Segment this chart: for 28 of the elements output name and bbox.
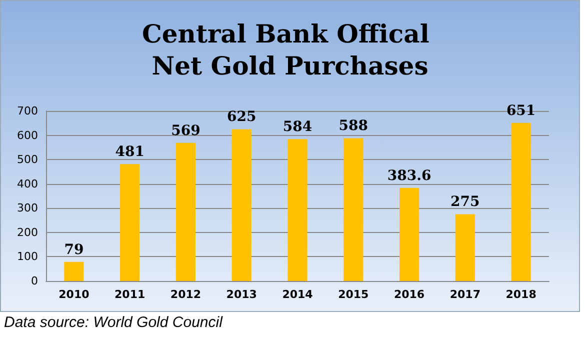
x-tick-label: 2015 bbox=[338, 288, 369, 301]
y-tick-label: 100 bbox=[17, 250, 38, 264]
data-label: 584 bbox=[282, 119, 312, 136]
y-tick-label: 700 bbox=[17, 104, 38, 118]
y-tick-label: 0 bbox=[31, 274, 38, 288]
data-label: 625 bbox=[226, 109, 256, 126]
x-tick-label: 2013 bbox=[226, 288, 257, 301]
x-tick-label: 2012 bbox=[170, 288, 202, 301]
data-label: 79 bbox=[64, 242, 84, 258]
x-tick-label: 2010 bbox=[58, 288, 90, 301]
data-label: 383.6 bbox=[387, 168, 432, 184]
x-tick-label: 2011 bbox=[114, 288, 146, 301]
x-tick-label: 2018 bbox=[506, 288, 536, 301]
x-tick-label: 2016 bbox=[394, 288, 425, 301]
x-tick-label: 2014 bbox=[282, 288, 314, 301]
y-tick-label: 200 bbox=[17, 226, 38, 239]
y-tick-label: 300 bbox=[17, 202, 38, 215]
data-label: 569 bbox=[171, 122, 200, 139]
data-label: 275 bbox=[450, 194, 480, 210]
data-label: 651 bbox=[506, 102, 536, 119]
data-label: 481 bbox=[115, 144, 144, 160]
data-label: 588 bbox=[338, 118, 368, 134]
y-tick-label: 600 bbox=[17, 128, 38, 142]
source-note: Data source: World Gold Council bbox=[4, 314, 222, 331]
chart-title: Central Bank Offical Net Gold Purchases bbox=[142, 20, 438, 80]
y-tick-label: 400 bbox=[17, 177, 38, 190]
y-tick-label: 500 bbox=[17, 153, 38, 166]
x-tick-label: 2017 bbox=[450, 288, 480, 301]
